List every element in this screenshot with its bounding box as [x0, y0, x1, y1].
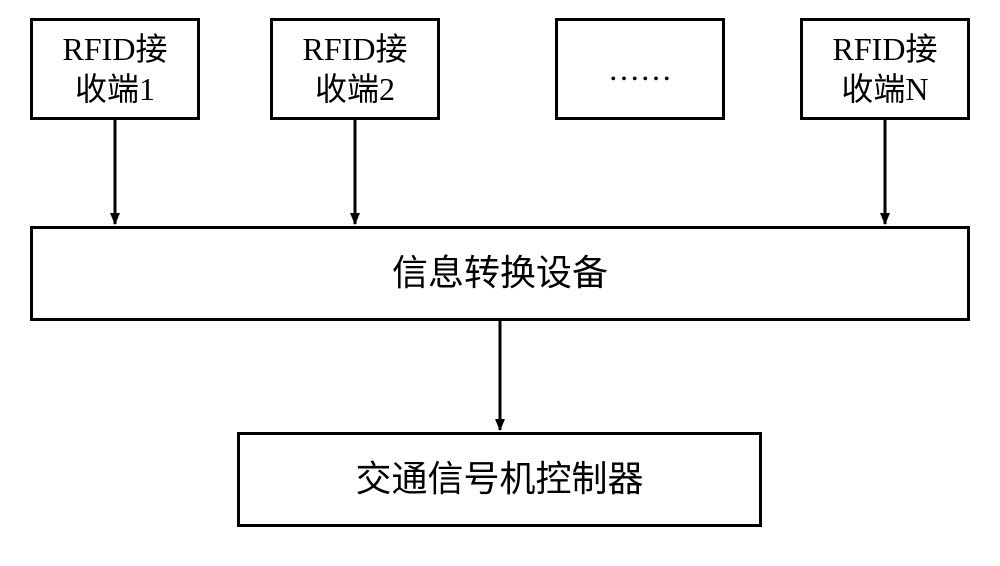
node-converter-label: 信息转换设备	[392, 251, 608, 296]
node-rfid-n: RFID接收端N	[800, 18, 970, 120]
node-rfid-2-label: RFID接收端2	[303, 29, 408, 109]
node-rfid-1-label: RFID接收端1	[63, 29, 168, 109]
node-rfid-2: RFID接收端2	[270, 18, 440, 120]
node-ellipsis-label: ……	[608, 49, 672, 89]
node-rfid-1: RFID接收端1	[30, 18, 200, 120]
node-controller: 交通信号机控制器	[237, 432, 762, 527]
node-rfid-n-label: RFID接收端N	[833, 29, 938, 109]
node-ellipsis: ……	[555, 18, 725, 120]
node-converter: 信息转换设备	[30, 226, 970, 321]
diagram-canvas: RFID接收端1 RFID接收端2 …… RFID接收端N 信息转换设备 交通信…	[0, 0, 1000, 566]
node-controller-label: 交通信号机控制器	[355, 457, 643, 502]
